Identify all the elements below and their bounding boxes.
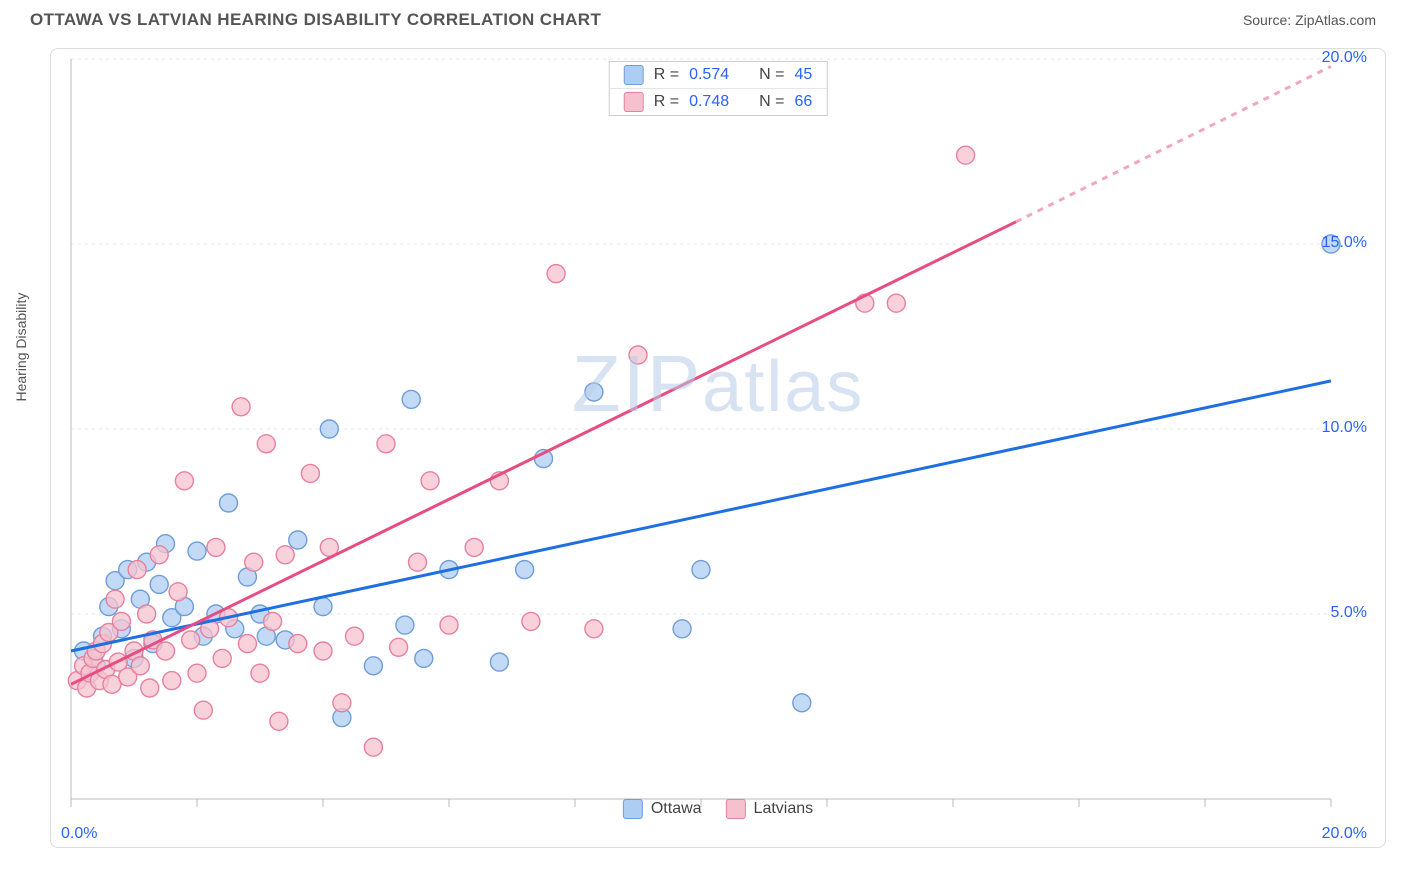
n-value-latvians: 66 xyxy=(794,93,812,111)
y-tick-10: 10.0% xyxy=(1322,419,1367,437)
ottawa-swatch xyxy=(623,799,643,819)
latvians-swatch xyxy=(726,799,746,819)
source-link[interactable]: ZipAtlas.com xyxy=(1295,12,1376,28)
legend-label-latvians: Latvians xyxy=(754,800,814,818)
stats-row-ottawa: R = 0.574 N = 45 xyxy=(610,62,827,89)
n-value-ottawa: 45 xyxy=(794,66,812,84)
correlation-stats-box: R = 0.574 N = 45 R = 0.748 N = 66 xyxy=(609,61,828,116)
r-value-ottawa: 0.574 xyxy=(689,66,729,84)
ottawa-swatch xyxy=(624,65,644,85)
legend-item-ottawa[interactable]: Ottawa xyxy=(623,799,702,819)
y-tick-15: 15.0% xyxy=(1322,234,1367,252)
n-label: N = xyxy=(759,93,784,111)
y-tick-5: 5.0% xyxy=(1331,604,1367,622)
r-label: R = xyxy=(654,66,679,84)
chart-container: Hearing Disability ZIPatlas R = 0.574 N … xyxy=(50,48,1386,848)
r-label: R = xyxy=(654,93,679,111)
y-axis-label: Hearing Disability xyxy=(13,293,29,402)
x-axis-min-label: 0.0% xyxy=(61,825,97,843)
source-label: Source: ZipAtlas.com xyxy=(1243,12,1376,28)
r-value-latvians: 0.748 xyxy=(689,93,729,111)
legend-item-latvians[interactable]: Latvians xyxy=(726,799,814,819)
x-axis-max-label: 20.0% xyxy=(1322,825,1367,843)
n-label: N = xyxy=(759,66,784,84)
stats-row-latvians: R = 0.748 N = 66 xyxy=(610,89,827,115)
chart-title: OTTAWA VS LATVIAN HEARING DISABILITY COR… xyxy=(30,10,601,30)
scatter-chart xyxy=(51,49,1385,847)
legend-label-ottawa: Ottawa xyxy=(651,800,702,818)
latvians-swatch xyxy=(624,92,644,112)
series-legend: Ottawa Latvians xyxy=(623,799,813,819)
source-prefix: Source: xyxy=(1243,12,1295,28)
y-tick-20: 20.0% xyxy=(1322,49,1367,67)
